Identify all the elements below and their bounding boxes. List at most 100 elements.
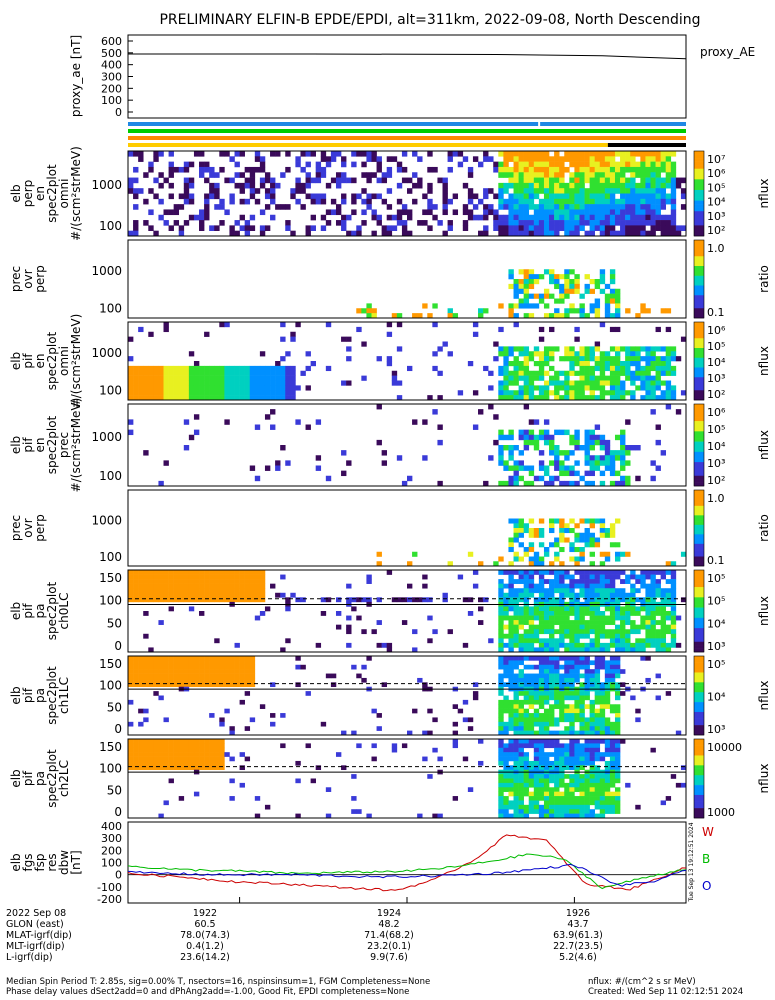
- spectro-cell: [625, 647, 631, 653]
- spectro-cell: [604, 574, 611, 580]
- spectro-cell: [620, 172, 626, 178]
- spectro-cell: [645, 198, 651, 205]
- spectro-cell: [670, 182, 677, 189]
- spectro-cell: [543, 624, 550, 630]
- spectro-cell: [559, 597, 565, 603]
- spectro-cell: [214, 673, 220, 679]
- colorbar-tick-pa-ch0-1: 10⁵: [707, 595, 725, 608]
- spectro-cell: [168, 778, 174, 784]
- spectro-cell: [584, 429, 590, 436]
- spectro-cell: [503, 434, 509, 441]
- spectro-cell: [503, 351, 509, 357]
- spectro-cell: [579, 351, 585, 357]
- spectro-cell: [665, 647, 672, 653]
- spectro-cell: [584, 743, 590, 749]
- spectro-cell: [224, 209, 230, 216]
- spectro-cell: [680, 782, 687, 788]
- spectro-cell: [513, 752, 519, 757]
- spectro-cell: [452, 193, 459, 200]
- spectro-cell: [163, 756, 169, 762]
- spectro-cell: [538, 673, 545, 679]
- colorbar-tick-elb-perp-omni-0: 10⁷: [707, 153, 725, 166]
- spectro-cell: [599, 704, 606, 709]
- spectro-cell: [178, 760, 185, 766]
- spectro-cell: [569, 182, 575, 189]
- spectro-cell: [229, 778, 235, 784]
- spectro-cell: [564, 660, 570, 666]
- spectro-cell: [579, 380, 585, 386]
- ytick-elb-perp-omni-1000: 1000: [91, 178, 122, 192]
- spectro-cell: [579, 713, 585, 718]
- spectro-cell: [518, 434, 524, 441]
- spectro-cell: [564, 743, 570, 749]
- spectro-cell: [559, 606, 565, 612]
- spectro-cell: [599, 480, 606, 487]
- spectro-cell: [533, 279, 540, 285]
- spectro-cell: [168, 365, 174, 372]
- spectro-cell: [188, 351, 195, 357]
- spectro-cell: [199, 579, 205, 584]
- spectro-cell: [214, 365, 220, 372]
- spectro-cell: [275, 151, 281, 157]
- spectro-cell: [528, 656, 535, 661]
- spectro-cell: [143, 220, 149, 226]
- spectro-cell: [584, 588, 590, 594]
- spectro-cell: [249, 570, 256, 575]
- spectro-cell: [254, 156, 261, 162]
- panel-frame-pa-ch0: [127, 569, 687, 653]
- spectro-cell: [214, 739, 220, 744]
- spectro-cell: [523, 269, 530, 275]
- colorbar-tick-elb-pif-prec-2: 10⁴: [707, 440, 726, 453]
- spectro-cell: [498, 450, 504, 456]
- spectro-cell: [219, 756, 225, 762]
- spectro-cell: [239, 664, 245, 670]
- spectro-cell: [320, 225, 327, 231]
- spectro-cell: [554, 778, 560, 784]
- spectro-cell: [543, 597, 550, 603]
- spectro-cell: [620, 615, 626, 621]
- spectro-cell: [523, 551, 530, 557]
- spectro-cell: [523, 209, 530, 216]
- colorbar-swatch: [694, 221, 704, 226]
- spectro-cell: [650, 395, 656, 401]
- spectro-cell: [538, 809, 545, 814]
- spectro-cell: [229, 664, 235, 670]
- spectro-cell: [275, 395, 281, 401]
- spectro-cell: [518, 579, 524, 584]
- spectro-cell: [523, 809, 530, 814]
- spectro-cell: [204, 664, 210, 670]
- spectro-cell: [635, 151, 641, 157]
- spectro-cell: [518, 624, 524, 630]
- spectro-cell: [528, 699, 535, 705]
- spectro-cell: [589, 220, 595, 226]
- spectro-cell: [554, 642, 560, 648]
- mlat-1926: 63.9(61.3): [553, 930, 603, 941]
- spectro-cell: [254, 390, 261, 396]
- spectro-cell: [204, 592, 210, 598]
- spectro-cell: [599, 629, 606, 635]
- spectro-cell: [635, 647, 641, 653]
- spectro-cell: [569, 739, 575, 744]
- spectro-cell: [462, 717, 469, 723]
- spectro-cell: [518, 726, 524, 731]
- spectro-cell: [584, 717, 590, 723]
- spectro-cell: [508, 429, 514, 436]
- spectro-cell: [584, 592, 590, 598]
- spectro-cell: [640, 182, 646, 189]
- spectro-cell: [128, 365, 134, 372]
- spectro-cell: [630, 611, 636, 616]
- spectro-cell: [625, 308, 631, 314]
- spectro-cell: [574, 756, 580, 762]
- spectro-cell: [604, 361, 611, 367]
- spectro-cell: [609, 465, 616, 471]
- spectro-cell: [640, 166, 646, 173]
- spectro-cell: [574, 624, 580, 630]
- spectro-cell: [234, 220, 240, 226]
- spectro-cell: [538, 743, 545, 749]
- spectro-cell: [351, 151, 357, 157]
- spectro-cell: [650, 225, 656, 231]
- spectro-cell: [204, 756, 210, 762]
- ylabel-pa-ch1-0: elb: [9, 686, 23, 704]
- spectro-cell: [604, 699, 611, 705]
- colorbar-swatch: [694, 331, 704, 336]
